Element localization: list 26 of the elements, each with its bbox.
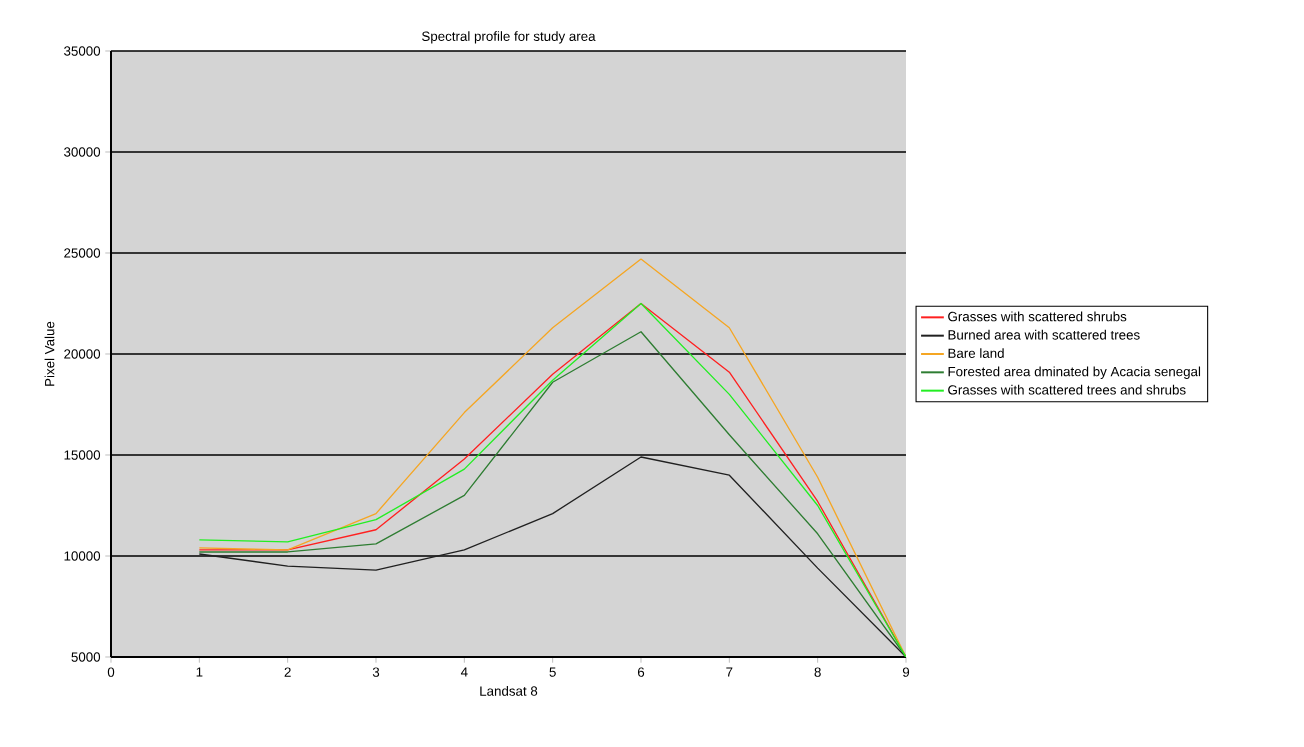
x-tick-label: 7 <box>726 667 733 677</box>
x-tick-label: 3 <box>372 667 380 677</box>
y-tick-label: 25000 <box>64 248 101 258</box>
x-tick-label: 4 <box>460 667 468 677</box>
x-tick-label: 2 <box>284 667 291 677</box>
x-tick-label: 0 <box>107 667 115 677</box>
chart-title: Spectral profile for study area <box>422 31 596 44</box>
y-tick-label: 35000 <box>64 46 101 56</box>
legend-label: Bare land <box>948 348 1004 358</box>
line-series <box>198 456 906 657</box>
legend-label: Grasses with scattered trees and shrubs <box>948 384 1186 395</box>
legend-label: Forested area dminated by Acacia senegal <box>948 366 1201 379</box>
x-tick-label: 5 <box>549 667 556 677</box>
y-tick-label: 10000 <box>64 551 101 561</box>
x-tick-label: 9 <box>902 667 910 677</box>
x-tick-label: 6 <box>637 667 645 677</box>
y-tick-label: 5000 <box>71 652 101 662</box>
x-tick-label: 1 <box>196 667 203 677</box>
y-tick-label: 30000 <box>64 147 101 157</box>
y-tick-label: 15000 <box>64 450 101 460</box>
x-axis-title: Landsat 8 <box>480 686 538 696</box>
y-axis-title: Pixel Value <box>44 321 55 386</box>
y-tick-label: 20000 <box>64 349 101 359</box>
x-tick-label: 8 <box>814 667 821 677</box>
legend-label: Burned area with scattered trees <box>948 329 1140 340</box>
legend-label: Grasses with scattered shrubs <box>948 311 1127 322</box>
